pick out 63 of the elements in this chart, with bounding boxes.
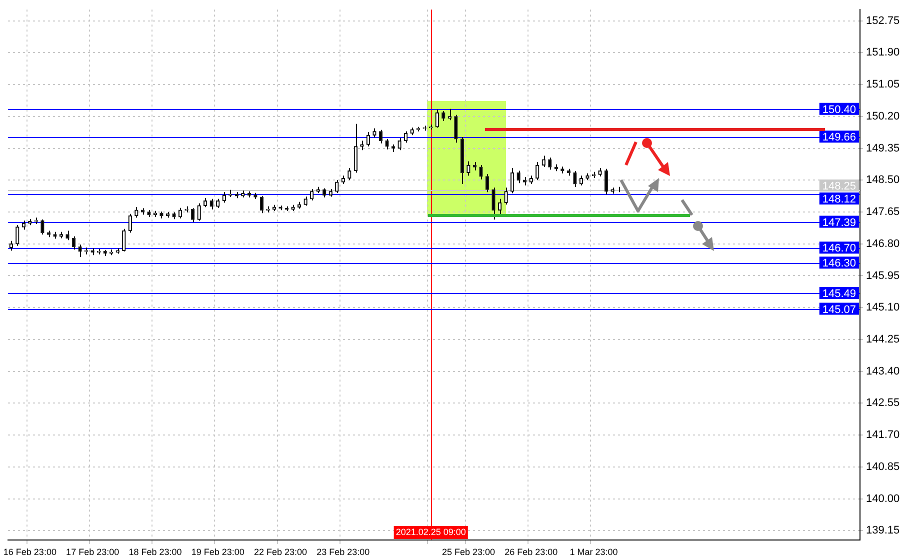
candlestick (504, 187, 508, 206)
ref-line-label: 146.30 (822, 258, 856, 270)
ref-line-label: 149.66 (822, 132, 856, 144)
ref-line-label: 148.12 (822, 193, 856, 206)
y-tick-label: 152.75 (866, 14, 900, 27)
ref-line-label: 146.70 (822, 242, 856, 255)
candlestick (366, 132, 370, 147)
candlestick (348, 168, 352, 181)
candlestick (40, 219, 44, 236)
candlestick (435, 109, 439, 128)
y-tick-label: 150.20 (866, 110, 900, 122)
candlestick (134, 206, 138, 218)
candlestick (548, 157, 552, 170)
candlestick (466, 160, 470, 176)
candlestick (492, 187, 496, 220)
y-tick-label: 146.80 (866, 238, 900, 250)
x-tick-label: 16 Feb 23:00 (3, 546, 56, 557)
y-tick-label: 148.50 (866, 174, 900, 186)
ref-line-label: 147.39 (822, 216, 856, 229)
ref-line-label: 150.40 (822, 104, 856, 116)
candlestick (360, 140, 364, 151)
candlestick (385, 138, 389, 150)
candlestick (16, 224, 20, 246)
y-tick-label: 141.70 (866, 429, 900, 442)
candlestick (9, 240, 13, 252)
candlestick (542, 155, 546, 168)
y-tick-label: 140.85 (866, 460, 900, 473)
x-tick-label: 23 Feb 23:00 (316, 546, 370, 557)
candlestick (479, 164, 483, 180)
x-tick-label: 22 Feb 23:00 (254, 546, 308, 557)
y-tick-label: 149.35 (866, 142, 900, 154)
x-tick-label: 17 Feb 23:00 (66, 546, 120, 557)
y-tick-label: 143.40 (866, 365, 900, 378)
x-tick-label: 26 Feb 23:00 (504, 546, 558, 557)
y-tick-label: 151.05 (866, 78, 900, 91)
candlestick (78, 244, 82, 258)
y-tick-label: 139.15 (866, 524, 900, 537)
candlestick (485, 174, 490, 193)
y-tick-label: 140.00 (866, 492, 900, 505)
candlestick (398, 138, 402, 151)
candlestick (190, 208, 195, 223)
candlestick (516, 170, 520, 184)
candlestick (378, 129, 383, 144)
y-tick-label: 151.90 (866, 46, 900, 59)
candlestick (260, 195, 264, 214)
y-tick-label: 142.55 (866, 397, 900, 410)
ref-line-label: 145.07 (822, 304, 856, 316)
y-tick-label: 145.10 (866, 302, 900, 314)
x-tick-label: 19 Feb 23:00 (191, 546, 244, 557)
y-tick-label: 147.65 (866, 206, 900, 218)
x-tick-label: 2021.02.25 09:00 (396, 526, 466, 537)
x-tick-label: 25 Feb 23:00 (442, 546, 495, 557)
candlestick (197, 202, 201, 222)
candlestick (122, 228, 126, 252)
y-tick-label: 145.95 (866, 270, 900, 282)
candlestick (66, 230, 70, 241)
candlestick (573, 170, 577, 188)
candlestick (335, 180, 339, 194)
candlestick (454, 114, 458, 144)
ref-line-label: 145.49 (822, 288, 856, 300)
x-tick-label: 18 Feb 23:00 (128, 546, 182, 557)
y-tick-label: 144.25 (866, 333, 900, 346)
x-tick-label: 1 Mar 23:00 (570, 546, 618, 557)
